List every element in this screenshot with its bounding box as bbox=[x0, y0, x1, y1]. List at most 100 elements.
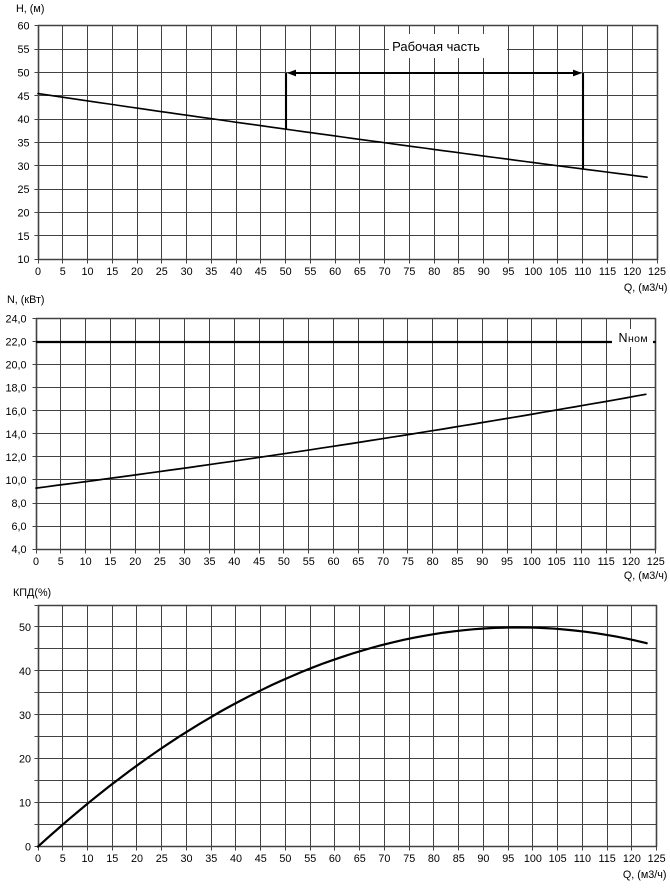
svg-text:65: 65 bbox=[354, 853, 366, 865]
svg-text:8,0: 8,0 bbox=[11, 498, 26, 510]
svg-text:24,0: 24,0 bbox=[5, 314, 26, 326]
svg-text:120: 120 bbox=[622, 556, 640, 568]
svg-text:60: 60 bbox=[329, 266, 341, 278]
svg-text:20: 20 bbox=[17, 208, 29, 220]
svg-text:85: 85 bbox=[453, 266, 465, 278]
svg-text:25: 25 bbox=[156, 266, 168, 278]
svg-text:45: 45 bbox=[253, 556, 265, 568]
svg-text:6,0: 6,0 bbox=[11, 521, 26, 533]
svg-text:15: 15 bbox=[106, 853, 118, 865]
svg-text:35: 35 bbox=[205, 266, 217, 278]
svg-text:60: 60 bbox=[17, 21, 29, 33]
svg-text:105: 105 bbox=[548, 556, 566, 568]
svg-text:125: 125 bbox=[647, 556, 665, 568]
svg-text:30: 30 bbox=[17, 161, 29, 173]
svg-text:45: 45 bbox=[17, 91, 29, 103]
svg-text:0: 0 bbox=[35, 853, 41, 865]
svg-text:25: 25 bbox=[156, 853, 168, 865]
svg-text:100: 100 bbox=[524, 853, 542, 865]
svg-text:70: 70 bbox=[378, 853, 390, 865]
svg-text:Q, (м3/ч): Q, (м3/ч) bbox=[624, 282, 668, 294]
svg-text:80: 80 bbox=[428, 266, 440, 278]
svg-text:90: 90 bbox=[476, 556, 488, 568]
svg-text:30: 30 bbox=[181, 266, 193, 278]
svg-text:16,0: 16,0 bbox=[5, 406, 26, 418]
svg-text:25: 25 bbox=[17, 184, 29, 196]
svg-text:15: 15 bbox=[104, 556, 116, 568]
svg-text:H, (м): H, (м) bbox=[16, 3, 44, 15]
svg-text:10: 10 bbox=[81, 853, 93, 865]
svg-text:20,0: 20,0 bbox=[5, 360, 26, 372]
svg-text:115: 115 bbox=[598, 556, 615, 568]
svg-text:60: 60 bbox=[327, 556, 339, 568]
svg-text:15: 15 bbox=[17, 231, 29, 243]
svg-text:95: 95 bbox=[501, 556, 513, 568]
svg-text:5: 5 bbox=[58, 556, 64, 568]
svg-text:20: 20 bbox=[131, 853, 143, 865]
svg-text:65: 65 bbox=[354, 266, 366, 278]
svg-text:22,0: 22,0 bbox=[5, 337, 26, 349]
svg-text:85: 85 bbox=[451, 556, 463, 568]
svg-text:75: 75 bbox=[402, 556, 414, 568]
svg-text:5: 5 bbox=[60, 853, 66, 865]
svg-text:10: 10 bbox=[80, 556, 92, 568]
svg-text:Q, (м3/ч): Q, (м3/ч) bbox=[624, 570, 668, 582]
svg-text:15: 15 bbox=[106, 266, 118, 278]
svg-text:110: 110 bbox=[574, 266, 591, 278]
svg-text:10: 10 bbox=[81, 266, 93, 278]
svg-text:125: 125 bbox=[648, 853, 666, 865]
svg-text:90: 90 bbox=[477, 853, 489, 865]
svg-text:75: 75 bbox=[403, 853, 415, 865]
svg-text:0: 0 bbox=[35, 266, 41, 278]
svg-text:105: 105 bbox=[549, 266, 567, 278]
svg-text:18,0: 18,0 bbox=[5, 383, 26, 395]
svg-text:20: 20 bbox=[129, 556, 141, 568]
svg-text:12,0: 12,0 bbox=[5, 452, 26, 464]
svg-text:10,0: 10,0 bbox=[5, 475, 26, 487]
svg-text:95: 95 bbox=[502, 266, 514, 278]
svg-text:Nном: Nном bbox=[619, 331, 649, 345]
svg-text:10: 10 bbox=[19, 798, 31, 810]
svg-text:40: 40 bbox=[19, 666, 31, 678]
svg-text:40: 40 bbox=[228, 556, 240, 568]
svg-text:10: 10 bbox=[17, 254, 29, 266]
svg-text:30: 30 bbox=[19, 710, 31, 722]
svg-text:110: 110 bbox=[573, 556, 590, 568]
svg-text:50: 50 bbox=[279, 853, 291, 865]
svg-text:105: 105 bbox=[549, 853, 567, 865]
svg-text:30: 30 bbox=[180, 853, 192, 865]
svg-text:80: 80 bbox=[428, 853, 440, 865]
svg-text:40: 40 bbox=[230, 266, 242, 278]
svg-text:45: 45 bbox=[255, 853, 267, 865]
svg-text:0: 0 bbox=[25, 842, 31, 854]
svg-text:4,0: 4,0 bbox=[11, 544, 26, 556]
svg-text:100: 100 bbox=[523, 556, 541, 568]
svg-text:Рабочая часть: Рабочая часть bbox=[392, 39, 480, 54]
svg-text:95: 95 bbox=[502, 853, 514, 865]
svg-text:35: 35 bbox=[203, 556, 215, 568]
svg-text:55: 55 bbox=[304, 266, 316, 278]
svg-text:40: 40 bbox=[230, 853, 242, 865]
svg-text:85: 85 bbox=[453, 853, 465, 865]
svg-text:КПД(%): КПД(%) bbox=[13, 587, 51, 599]
svg-text:30: 30 bbox=[179, 556, 191, 568]
svg-text:75: 75 bbox=[403, 266, 415, 278]
svg-text:65: 65 bbox=[352, 556, 364, 568]
svg-text:50: 50 bbox=[280, 266, 292, 278]
svg-text:100: 100 bbox=[524, 266, 542, 278]
svg-text:20: 20 bbox=[19, 754, 31, 766]
svg-text:Q, (м3/ч): Q, (м3/ч) bbox=[623, 869, 667, 881]
svg-text:80: 80 bbox=[427, 556, 439, 568]
svg-text:14,0: 14,0 bbox=[5, 429, 26, 441]
svg-text:N, (кВт): N, (кВт) bbox=[7, 294, 45, 306]
svg-text:70: 70 bbox=[379, 266, 391, 278]
svg-text:35: 35 bbox=[17, 137, 29, 149]
svg-text:50: 50 bbox=[278, 556, 290, 568]
svg-text:115: 115 bbox=[599, 266, 616, 278]
svg-text:70: 70 bbox=[377, 556, 389, 568]
svg-text:55: 55 bbox=[304, 853, 316, 865]
svg-text:120: 120 bbox=[623, 853, 641, 865]
svg-text:60: 60 bbox=[329, 853, 341, 865]
svg-text:35: 35 bbox=[205, 853, 217, 865]
svg-text:25: 25 bbox=[154, 556, 166, 568]
